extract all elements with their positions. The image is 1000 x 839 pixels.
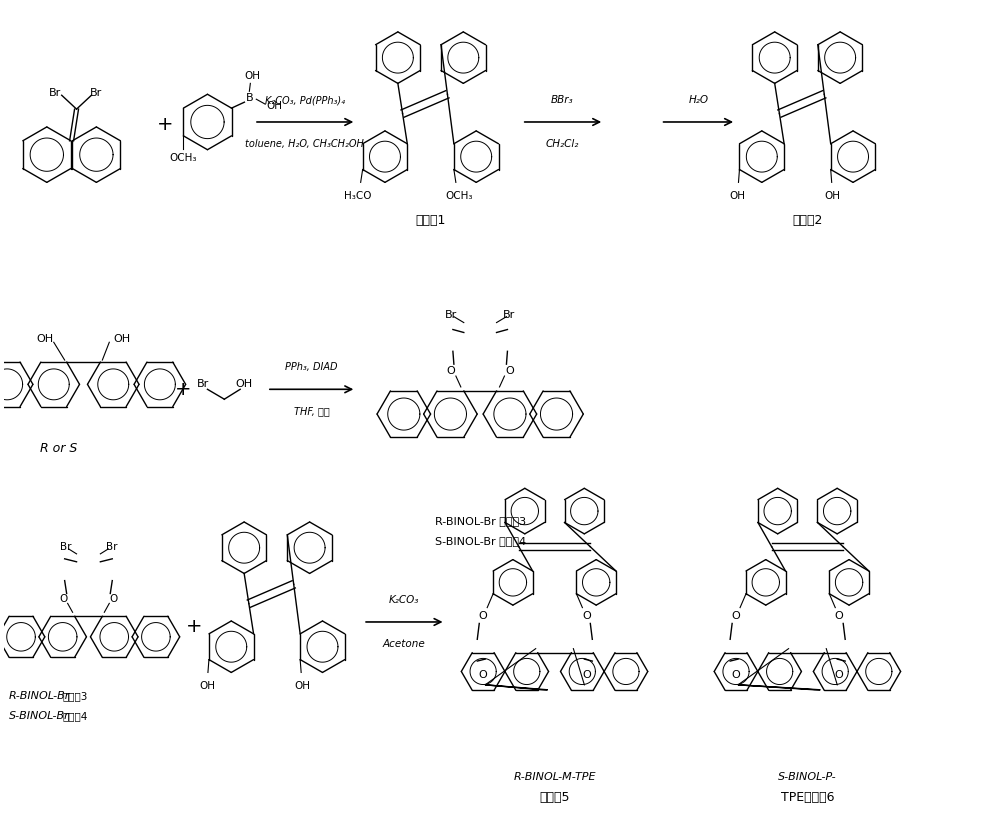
Text: H₂O: H₂O	[688, 95, 708, 105]
Text: TPE化合爇6: TPE化合爇6	[781, 790, 834, 804]
Text: R-BINOL-Br: R-BINOL-Br	[9, 691, 70, 701]
Text: OH: OH	[729, 191, 745, 201]
Text: B: B	[246, 93, 253, 103]
Text: OH: OH	[37, 334, 54, 344]
Text: R-BINOL-Br 化合爇3: R-BINOL-Br 化合爇3	[435, 516, 526, 526]
Text: THF, 回流: THF, 回流	[294, 406, 329, 416]
Text: K₂CO₃: K₂CO₃	[389, 595, 419, 605]
Text: OH: OH	[825, 191, 841, 201]
Text: O: O	[505, 366, 514, 376]
Text: Br: Br	[503, 310, 516, 320]
Text: +: +	[174, 380, 191, 399]
Text: Br: Br	[445, 310, 457, 320]
Polygon shape	[485, 685, 548, 690]
Text: OCH₃: OCH₃	[445, 191, 473, 201]
Text: H₃CO: H₃CO	[344, 191, 371, 201]
Text: OH: OH	[266, 102, 282, 111]
Text: OH: OH	[244, 71, 260, 81]
Text: PPh₃, DIAD: PPh₃, DIAD	[285, 362, 338, 373]
Text: O: O	[835, 611, 844, 621]
Polygon shape	[738, 685, 820, 690]
Text: Acetone: Acetone	[382, 638, 425, 649]
Text: 化合爇2: 化合爇2	[792, 215, 823, 227]
Text: OH: OH	[294, 681, 310, 691]
Text: Br: Br	[106, 542, 117, 552]
Text: OH: OH	[199, 681, 215, 691]
Text: O: O	[479, 611, 488, 621]
Text: BBr₃: BBr₃	[551, 95, 574, 105]
Text: +: +	[157, 116, 173, 134]
Text: Br: Br	[90, 88, 103, 98]
Text: O: O	[732, 670, 740, 680]
Text: Br: Br	[49, 88, 61, 98]
Text: O: O	[60, 594, 68, 604]
Text: 化合爇5: 化合爇5	[539, 790, 570, 804]
Text: 化合爇1: 化合爇1	[415, 215, 446, 227]
Text: O: O	[732, 611, 740, 621]
Text: CH₂Cl₂: CH₂Cl₂	[546, 138, 579, 149]
Text: O: O	[479, 670, 488, 680]
Text: S-BINOL-Br: S-BINOL-Br	[9, 711, 70, 721]
Text: OCH₃: OCH₃	[170, 153, 197, 163]
Text: +: +	[186, 618, 203, 637]
Text: 化合爇3: 化合爇3	[63, 691, 88, 701]
Text: S-BINOL-Br 化合爇4: S-BINOL-Br 化合爇4	[435, 536, 526, 546]
Text: O: O	[109, 594, 117, 604]
Text: O: O	[447, 366, 455, 376]
Text: O: O	[582, 670, 591, 680]
Text: K₂CO₃, Pd(PPh₃)₄: K₂CO₃, Pd(PPh₃)₄	[265, 95, 345, 105]
Text: R-BINOL-M-TPE: R-BINOL-M-TPE	[513, 773, 596, 783]
Text: S-BINOL-P-: S-BINOL-P-	[778, 773, 837, 783]
Text: toluene, H₂O, CH₃CH₂OH: toluene, H₂O, CH₃CH₂OH	[245, 138, 364, 149]
Text: R or S: R or S	[40, 442, 77, 456]
Text: O: O	[582, 611, 591, 621]
Text: O: O	[835, 670, 844, 680]
Text: 化合爇4: 化合爇4	[63, 711, 88, 721]
Text: OH: OH	[236, 379, 253, 389]
Text: OH: OH	[113, 334, 130, 344]
Text: Br: Br	[196, 379, 209, 389]
Text: Br: Br	[60, 542, 71, 552]
